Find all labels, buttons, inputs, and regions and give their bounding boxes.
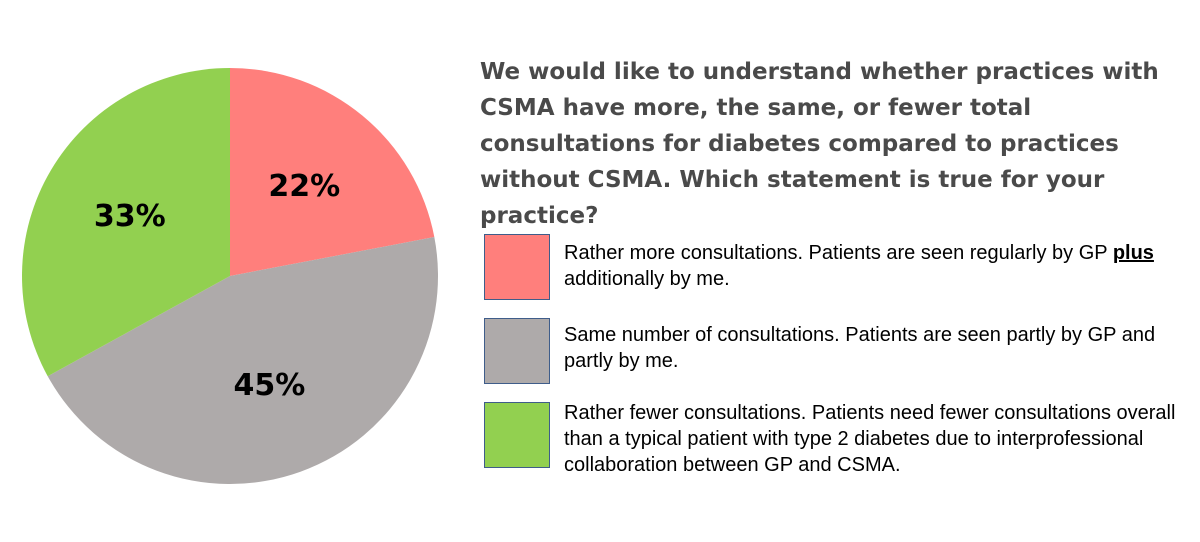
- legend-text-same: Same number of consultations. Patients a…: [564, 324, 1156, 372]
- pie-chart: 22% 45% 33%: [22, 68, 439, 485]
- pie-slice-fewer: [22, 68, 230, 377]
- legend-text-fewer: Rather fewer consultations. Patients nee…: [564, 402, 1176, 476]
- legend-swatch-fewer: [484, 402, 550, 468]
- pie-label-fewer: 33%: [94, 199, 166, 234]
- legend-swatch-same: [484, 318, 550, 384]
- pie-label-more: 22%: [268, 169, 340, 204]
- pie-slice-more: [230, 68, 435, 276]
- pie-label-same: 45%: [234, 368, 306, 403]
- pie-slice-same: [47, 237, 439, 485]
- legend-text-more: Rather more consultations. Patients are …: [564, 242, 1154, 290]
- pie-labels: 22% 45% 33%: [94, 169, 340, 403]
- legend-swatch-more: [484, 234, 550, 300]
- chart-title: We would like to understand whether prac…: [480, 59, 1159, 229]
- pie-slices: [22, 68, 439, 485]
- legend-emphasis-plus: plus: [1112, 242, 1154, 264]
